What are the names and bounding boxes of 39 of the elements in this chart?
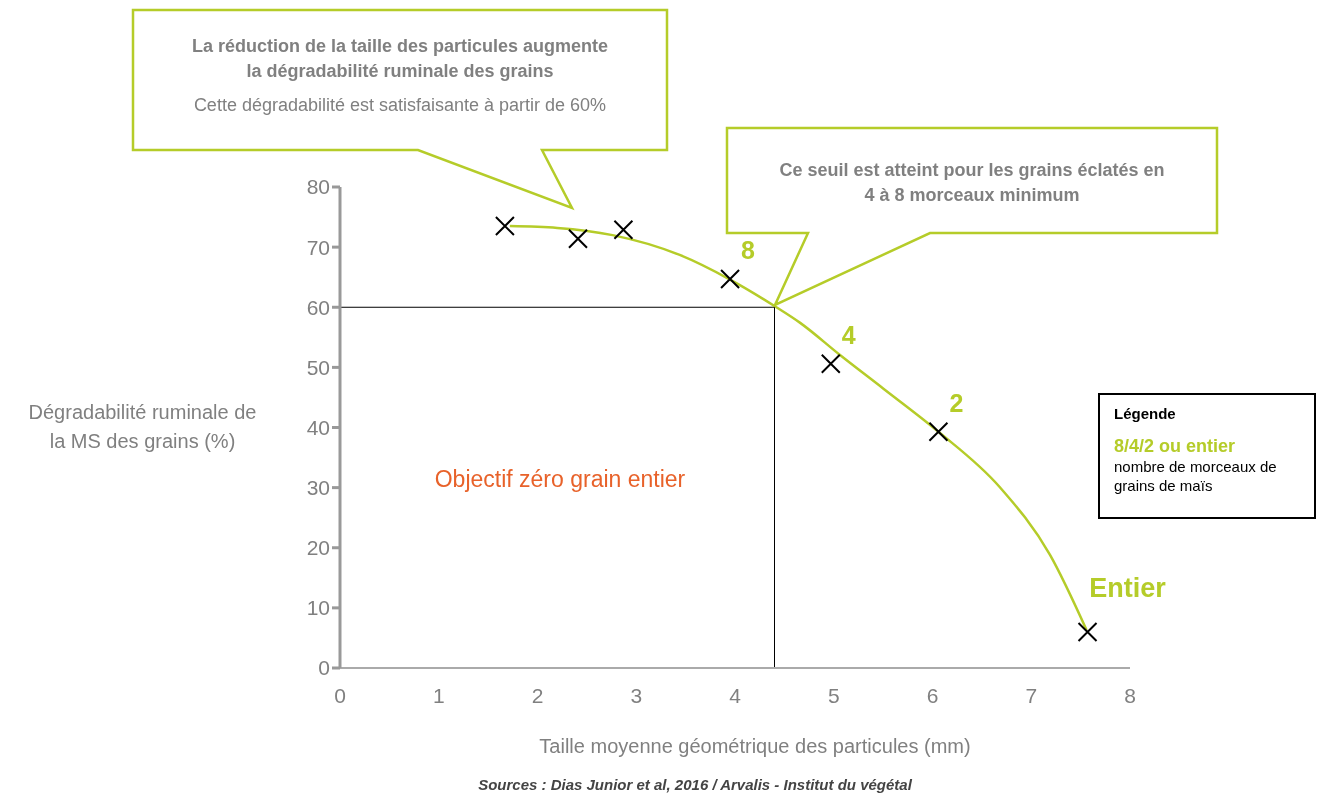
point	[1077, 621, 1098, 642]
point	[567, 228, 588, 249]
y-tick-label: 60	[306, 295, 330, 319]
y-tick-label: 30	[306, 476, 330, 500]
text: Cette dégradabilité est satisfaisante à partir de 60%	[192, 95, 608, 116]
x-tick-label: 4	[729, 683, 742, 707]
point	[494, 216, 515, 237]
point	[613, 219, 634, 240]
x-tick-label: 5	[827, 683, 840, 707]
y-tick-label: 40	[306, 415, 330, 439]
text: La réduction de la taille des particules augmente la dégradabilité ruminale des grains	[190, 35, 610, 83]
annotation: 2	[949, 388, 964, 417]
x-tick-label: 6	[926, 683, 939, 707]
x-tick-label: 0	[334, 683, 346, 707]
annotation: 4	[841, 320, 856, 349]
y-tick-label: 70	[306, 235, 330, 259]
annotation: Objectif zéro grain entier	[433, 466, 687, 493]
annotation: nombre de morceaux de grains de maïs	[1114, 457, 1278, 495]
x-tick-label: 7	[1025, 683, 1038, 707]
y-tick-label: 50	[306, 355, 330, 379]
y-tick-label: 20	[306, 536, 330, 560]
x-tick-label: 3	[630, 683, 643, 707]
x-axis-title: Taille moyenne géométrique des particules (mm)	[538, 735, 972, 758]
point	[720, 268, 741, 289]
annotation: Légende	[1114, 405, 1177, 422]
y-tick-label: 80	[306, 175, 330, 199]
x-tick-label: 8	[1124, 683, 1136, 707]
y-tick-label: 0	[318, 656, 330, 680]
annotation: Entier	[1089, 572, 1167, 603]
x-tick-label: 1	[432, 683, 445, 707]
source-note: Sources : Dias Junior et al, 2016 / Arvalis - Institut du végétal	[477, 776, 913, 793]
point	[928, 421, 949, 442]
y-axis-title: Dégradabilité ruminale de la MS des grains (%)	[27, 400, 258, 454]
annotation: Ce seuil est atteint pour les grains éclatés en 4 à 8 morceaux minimum	[778, 159, 1166, 207]
annotation: 8/4/2 ou entier	[1114, 436, 1237, 457]
annotation: 8	[741, 235, 756, 264]
point	[820, 353, 841, 374]
x-tick-label: 2	[531, 683, 544, 707]
y-tick-label: 10	[306, 596, 330, 620]
